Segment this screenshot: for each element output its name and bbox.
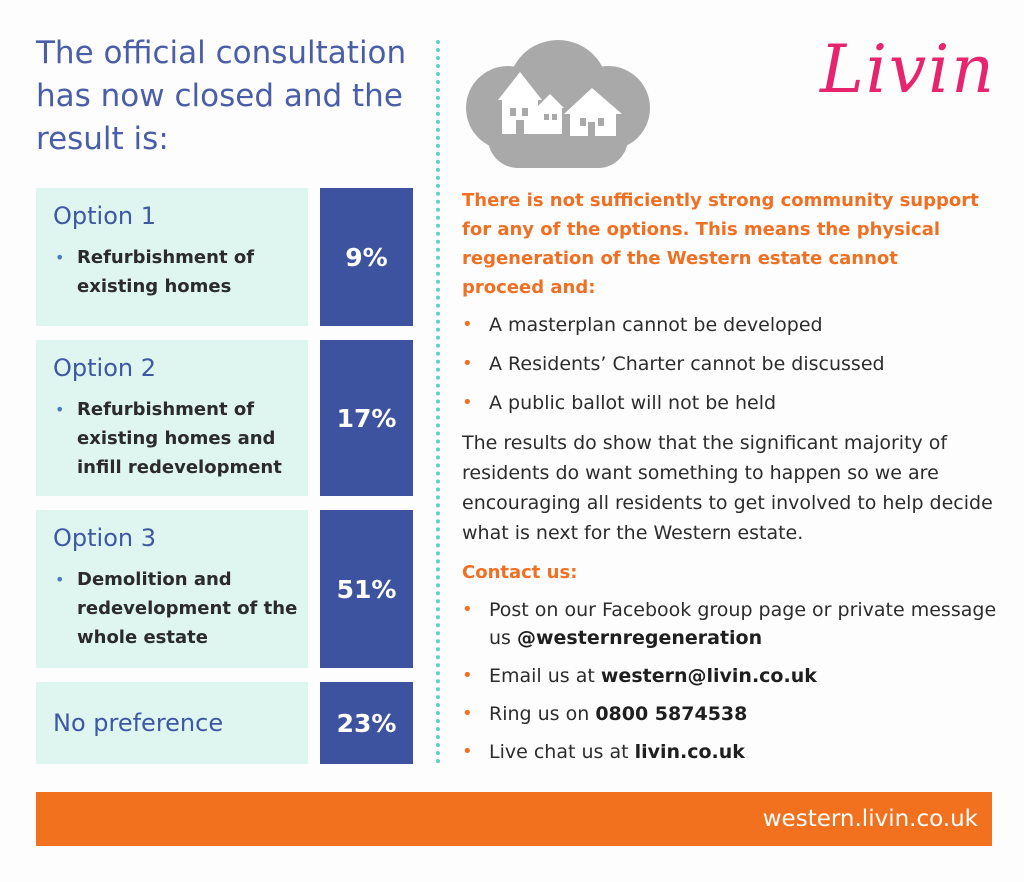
- no-preference-percent: 23%: [320, 682, 413, 764]
- bullet-icon: •: [462, 392, 473, 413]
- bullet-icon: •: [462, 314, 473, 335]
- list-item: • A Residents’ Charter cannot be discusse…: [462, 353, 885, 375]
- list-item: • A public ballot will not be held: [462, 392, 777, 414]
- cloud-houses-icon: [466, 40, 650, 168]
- dotted-divider: [436, 40, 440, 764]
- bullet-icon: •: [55, 570, 65, 589]
- option-3-title: Option 3: [53, 524, 156, 552]
- footer-url-link[interactable]: western.livin.co.uk: [762, 806, 978, 832]
- email-link[interactable]: western@livin.co.uk: [600, 665, 817, 687]
- bullet-icon: •: [462, 353, 473, 374]
- option-1-description: • Refurbishment of existing homes: [53, 243, 303, 301]
- phone-number[interactable]: 0800 5874538: [595, 703, 748, 725]
- option-1-percent: 9%: [320, 188, 413, 326]
- contact-facebook: • Post on our Facebook group page or pri…: [462, 596, 1002, 652]
- option-1-description-text: Refurbishment of existing homes: [77, 247, 255, 297]
- results-paragraph: The results do show that the significant…: [462, 432, 993, 544]
- option-3-description-text: Demolition and redevelopment of the whol…: [77, 569, 298, 648]
- option-1-card: Option 1 • Refurbishment of existing hom…: [36, 188, 308, 326]
- no-preference-card: No preference: [36, 682, 308, 764]
- consequences-list: • A masterplan cannot be developed • A Res…: [462, 312, 1002, 429]
- page-title: The official consultation has now closed…: [36, 35, 407, 157]
- option-2-percent: 17%: [320, 340, 413, 496]
- option-3-percent: 51%: [320, 510, 413, 668]
- bullet-icon: •: [55, 248, 65, 267]
- contact-list: • Post on our Facebook group page or pri…: [462, 596, 1002, 776]
- option-2-card: Option 2 • Refurbishment of existing hom…: [36, 340, 308, 496]
- option-3-card: Option 3 • Demolition and redevelopment …: [36, 510, 308, 668]
- bullet-icon: •: [462, 665, 473, 686]
- bullet-icon: •: [55, 400, 65, 419]
- chat-site-link[interactable]: livin.co.uk: [634, 741, 745, 763]
- contact-chat: • Live chat us at livin.co.uk: [462, 738, 1002, 766]
- option-2-description: • Refurbishment of existing homes and in…: [53, 395, 303, 482]
- option-2-title: Option 2: [53, 354, 156, 382]
- bullet-icon: •: [462, 703, 473, 724]
- result-statement: There is not sufficiently strong communi…: [462, 190, 979, 298]
- bullet-icon: •: [462, 741, 473, 762]
- contact-phone: • Ring us on 0800 5874538: [462, 700, 1002, 728]
- list-item: • A masterplan cannot be developed: [462, 314, 823, 336]
- footer-band: western.livin.co.uk: [36, 792, 992, 846]
- option-3-description: • Demolition and redevelopment of the wh…: [53, 565, 303, 652]
- bullet-icon: •: [462, 599, 473, 620]
- contact-email: • Email us at western@livin.co.uk: [462, 662, 1002, 690]
- option-2-description-text: Refurbishment of existing homes and infi…: [77, 399, 282, 478]
- livin-logo: Livin: [820, 31, 996, 108]
- option-1-title: Option 1: [53, 202, 156, 230]
- no-preference-label: No preference: [53, 709, 224, 737]
- facebook-handle-link[interactable]: @westernregeneration: [516, 627, 763, 649]
- contact-heading: Contact us:: [462, 562, 578, 583]
